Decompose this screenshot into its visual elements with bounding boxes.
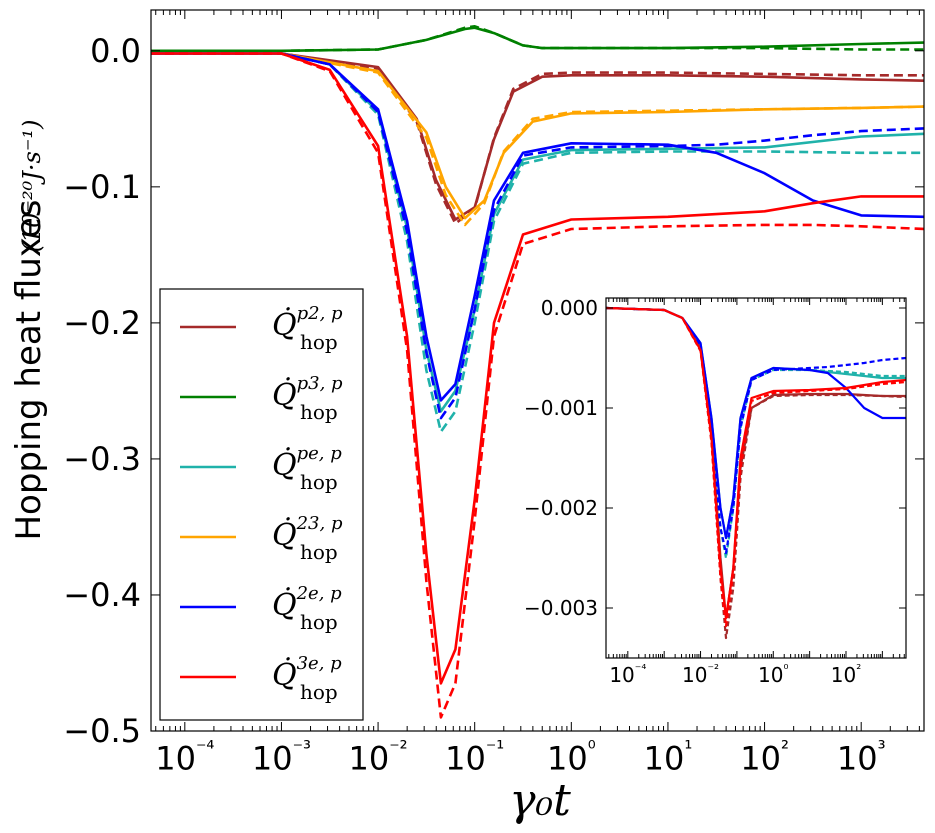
inset-plot-area: 10⁻⁴ 10⁻² 10⁰ 10² 0.000 −0.001 −0.002 −0.003 <box>524 296 907 687</box>
legend-frame <box>159 288 364 721</box>
main-ytick-label: −0.4 <box>63 576 141 614</box>
inset-ytick-label: −0.002 <box>524 496 598 520</box>
legend-label-3: Q̇23, p hop <box>272 513 343 564</box>
main-ytick-label: −0.5 <box>63 712 141 750</box>
main-xtick-label: 10³ <box>837 737 886 777</box>
main-xtick-label: 10² <box>740 737 789 777</box>
inset-xtick-label: 10⁰ <box>758 661 788 687</box>
main-series-1-solid <box>151 26 924 53</box>
inset-ytick-label: −0.001 <box>524 396 598 420</box>
inset-background <box>606 298 906 658</box>
main-series-3-solid <box>151 52 924 220</box>
main-series-5-solid <box>151 52 924 685</box>
main-ytick-label: −0.1 <box>63 168 141 206</box>
main-ytick-label: −0.2 <box>63 304 141 342</box>
legend-label-0: Q̇p2, p hop <box>272 303 343 354</box>
main-plot-area: 10⁻⁴ 10⁻³ 10⁻² 10⁻¹ 10⁰ 10¹ 10² 10³ 0.0 −0.1 −0.2… <box>63 9 925 777</box>
main-xtick-label: 10⁻³ <box>252 737 311 777</box>
legend-label-4: Q̇2e, p hop <box>272 583 342 634</box>
main-xtick-label: 10⁻¹ <box>445 737 504 777</box>
legend-label-2: Q̇pe, p hop <box>272 443 342 494</box>
legend: Q̇p2, p hop Q̇p3, p hop Q̇pe, p hop Q̇23, p hop… <box>159 288 364 721</box>
main-y-ticks: 0.0 −0.1 −0.2 −0.3 −0.4 −0.5 <box>63 32 924 750</box>
main-series-4-solid <box>151 52 924 402</box>
main-series-group <box>151 25 924 719</box>
main-axes-frame <box>150 9 925 732</box>
inset-axes-frame <box>605 297 907 659</box>
main-xtick-label: 10⁻² <box>348 737 407 777</box>
y-axis-label: Hopping heat fluxes <box>9 199 49 540</box>
inset-xtick-label: 10⁻² <box>682 661 719 687</box>
main-series-0-solid <box>151 52 924 221</box>
inset-ytick-label: −0.003 <box>524 596 598 620</box>
y-axis-units: (10⁻²⁰J·s⁻¹) <box>18 119 46 252</box>
main-xtick-label: 10⁰ <box>547 737 596 777</box>
inset-series-group <box>606 306 906 640</box>
inset-xtick-label: 10² <box>831 661 861 687</box>
main-x-ticks: 10⁻⁴ 10⁻³ 10⁻² 10⁻¹ 10⁰ 10¹ 10² 10³ <box>155 10 920 777</box>
inset-xtick-label: 10⁻⁴ <box>609 661 646 687</box>
inset-x-ticks: 10⁻⁴ 10⁻² 10⁰ 10² <box>608 298 905 687</box>
y-axis-label-text: Hopping heat fluxes <box>9 199 49 540</box>
main-ytick-label: 0.0 <box>90 32 141 70</box>
main-series-5-dashed <box>151 52 924 719</box>
main-series-0-dashed <box>151 52 924 225</box>
main-ytick-label: −0.3 <box>63 440 141 478</box>
legend-label-5: Q̇3e, p hop <box>272 653 342 704</box>
legend-label-1: Q̇p3, p hop <box>272 373 343 424</box>
inset-series-2-solid <box>606 306 906 540</box>
y-axis-units-text: (10⁻²⁰J·s⁻¹) <box>18 119 46 252</box>
inset-series-2-dashed <box>606 306 906 555</box>
main-xtick-label: 10¹ <box>644 737 693 777</box>
inset-ytick-label: 0.000 <box>541 296 598 320</box>
inset-y-ticks: 0.000 −0.001 −0.002 −0.003 <box>524 296 906 620</box>
x-axis-label: γ₀t <box>509 775 571 826</box>
main-xtick-label: 10⁻⁴ <box>155 737 214 777</box>
inset-series-3-solid <box>606 306 906 620</box>
